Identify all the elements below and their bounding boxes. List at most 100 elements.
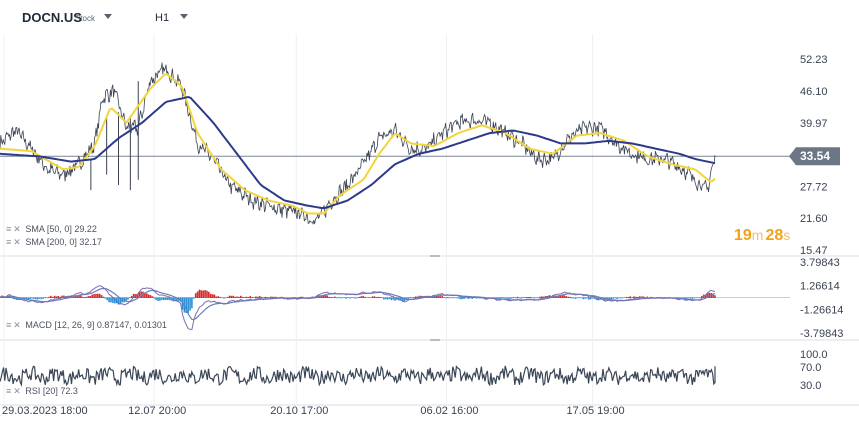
macd-histogram-bar [264, 296, 267, 298]
macd-histogram-bar [682, 297, 684, 299]
macd-histogram-bar [241, 296, 244, 298]
symbol-dropdown-icon[interactable] [104, 14, 112, 19]
list-icon[interactable]: ≡ [6, 386, 12, 396]
macd-histogram-bar [614, 297, 617, 299]
macd-histogram-bar [610, 297, 613, 300]
macd-histogram-bar [618, 297, 620, 299]
macd-histogram-bar [245, 296, 248, 298]
macd-histogram-bar [561, 295, 564, 298]
symbol-name[interactable]: DOCN.US [22, 10, 82, 25]
timeframe-dropdown-icon[interactable] [180, 14, 188, 19]
macd-histogram-bar [185, 297, 188, 313]
macd-histogram-bar [680, 297, 682, 299]
list-icon[interactable]: ≡ [6, 237, 12, 247]
macd-histogram-bar [258, 296, 261, 298]
macd-histogram-bar [394, 297, 396, 301]
sma200-line [0, 96, 716, 210]
macd-histogram-bar [113, 297, 116, 304]
legend-sma200-text: SMA [200, 0] 32.17 [25, 237, 102, 247]
macd-histogram-bar [452, 297, 455, 299]
macd-histogram-bar [693, 297, 696, 299]
close-icon[interactable]: ✕ [13, 320, 21, 330]
macd-histogram-bar [162, 297, 165, 301]
macd-histogram-bar [334, 296, 336, 298]
macd-histogram-bar [25, 297, 28, 300]
macd-histogram-bar [174, 297, 176, 302]
macd-histogram-bar [268, 297, 270, 298]
macd-histogram-bar [565, 296, 568, 298]
symbol-type: Stock [75, 14, 96, 23]
legend-macd[interactable]: ≡ ✕ MACD [12, 26, 9] 0.87147, 0.01301 [6, 320, 167, 331]
macd-histogram-bar [53, 295, 56, 298]
macd-histogram-bar [691, 297, 694, 299]
macd-histogram-bar [93, 294, 95, 298]
macd-histogram-bar [689, 297, 692, 299]
macd-histogram-bar [567, 296, 569, 298]
macd-histogram-bar [356, 297, 359, 299]
macd-histogram-bar [362, 295, 364, 298]
macd-histogram-bar [542, 296, 545, 298]
macd-histogram-bar [420, 295, 423, 298]
macd-histogram-bar [48, 296, 50, 298]
macd-histogram-bar [249, 296, 252, 298]
macd-histogram-bar [337, 297, 340, 298]
macd-histogram-bar [354, 297, 357, 299]
close-icon[interactable]: ✕ [13, 237, 21, 247]
macd-histogram-bar [68, 296, 71, 298]
macd-histogram-bar [586, 297, 588, 299]
macd-histogram-bar [522, 297, 524, 298]
macd-histogram-bar [573, 297, 575, 299]
macd-histogram-bar [384, 297, 387, 300]
macd-histogram-bar [364, 296, 366, 298]
timeframe-selector[interactable]: H1 [155, 12, 170, 24]
legend-sma50[interactable]: ≡ ✕ SMA [50, 0] 29.22 [6, 224, 97, 235]
legend-rsi[interactable]: ≡ ✕ RSI [20] 72.3 [6, 386, 78, 397]
macd-histogram-bar [684, 297, 686, 299]
macd-histogram-bar [616, 297, 618, 299]
macd-histogram-bar [396, 297, 398, 300]
price-series-line [0, 62, 716, 225]
resize-handle [430, 255, 440, 257]
macd-histogram-bar [145, 293, 148, 298]
legend-rsi-text: RSI [20] 72.3 [25, 386, 78, 396]
macd-histogram-bar [612, 297, 615, 299]
macd-histogram-bar [413, 297, 415, 298]
macd-histogram-bar [230, 295, 233, 298]
candle-countdown: 19m 28s [734, 227, 792, 245]
rsi-line [0, 365, 716, 388]
legend-sma200[interactable]: ≡ ✕ SMA [200, 0] 32.17 [6, 237, 102, 248]
macd-histogram-bar [463, 297, 466, 299]
macd-histogram-bar [637, 296, 639, 298]
macd-histogram-bar [51, 296, 54, 298]
macd-histogram-bar [211, 294, 214, 298]
macd-histogram-bar [140, 291, 142, 298]
close-icon[interactable]: ✕ [13, 386, 21, 396]
macd-histogram-bar [381, 297, 383, 298]
macd-histogram-bar [112, 297, 114, 303]
list-icon[interactable]: ≡ [6, 224, 12, 234]
macd-histogram-bar [119, 297, 122, 304]
macd-histogram-bar [377, 296, 379, 298]
macd-histogram-bar [379, 296, 381, 298]
rsi-y-tick-label: 30.0 [800, 380, 821, 392]
macd-histogram-bar [219, 296, 221, 298]
macd-histogram-bar [588, 297, 590, 300]
list-icon[interactable]: ≡ [6, 320, 12, 330]
macd-histogram-bar [399, 297, 402, 301]
macd-histogram-bar [272, 296, 274, 298]
macd-histogram-bar [224, 297, 227, 299]
macd-histogram-bar [213, 294, 216, 298]
macd-histogram-bar [601, 297, 603, 300]
macd-histogram-bar [170, 297, 173, 301]
x-tick-label: 17.05 19:00 [567, 405, 625, 417]
macd-histogram-bar [187, 297, 189, 313]
macd-histogram-bar [42, 297, 45, 299]
close-icon[interactable]: ✕ [13, 224, 21, 234]
macd-histogram-bar [290, 297, 293, 299]
macd-histogram-bar [465, 297, 468, 299]
macd-histogram-bar [194, 293, 197, 298]
macd-histogram-bar [117, 297, 120, 305]
countdown-minutes-unit: m [751, 227, 764, 243]
macd-histogram-bar [477, 297, 479, 299]
